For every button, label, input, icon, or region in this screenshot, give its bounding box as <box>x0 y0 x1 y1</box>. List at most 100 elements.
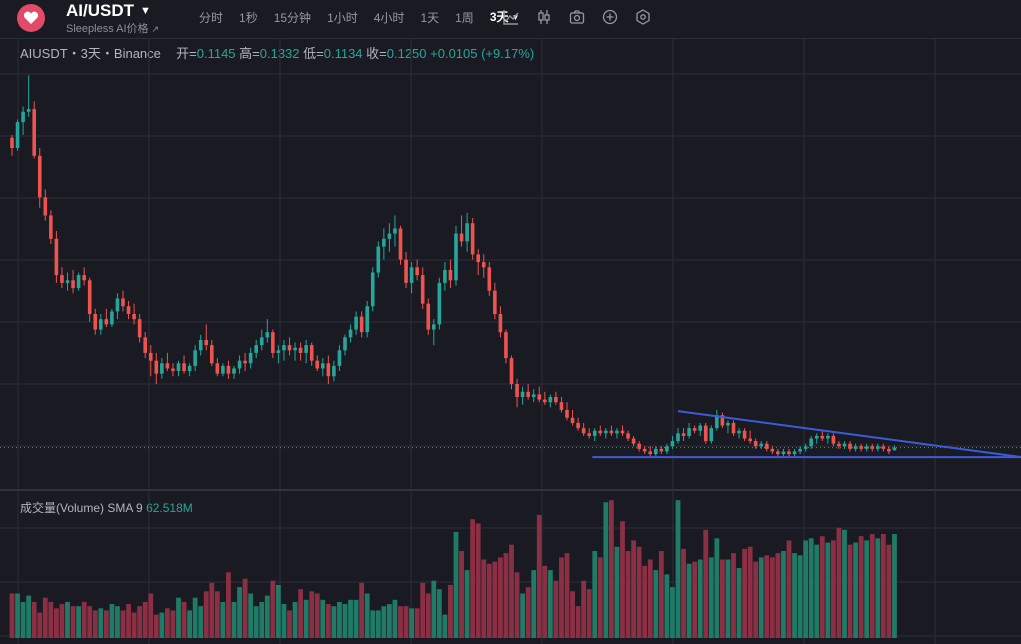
volume-bar <box>237 587 242 638</box>
logo-icon[interactable] <box>17 4 45 32</box>
symbol-subtitle[interactable]: Sleepless AI价格 ↗ <box>66 23 160 35</box>
candle-body <box>165 363 170 369</box>
volume-bar <box>725 559 731 638</box>
indicator-icon[interactable] <box>500 6 522 28</box>
candle-body <box>287 345 292 351</box>
volume-bar <box>470 519 476 638</box>
symbol-selector[interactable]: AI/USDT ▼ Sleepless AI价格 ↗ <box>66 1 159 36</box>
chevron-down-icon: ▼ <box>511 13 520 22</box>
volume-bar <box>581 580 587 638</box>
volume-bar <box>342 604 348 638</box>
volume-bar <box>287 610 292 638</box>
candle-body <box>515 384 519 398</box>
candle-body <box>99 319 103 330</box>
interval-15m[interactable]: 15分钟 <box>273 10 312 25</box>
price-chart[interactable] <box>0 38 1021 644</box>
candle-body <box>398 228 403 260</box>
candle-body <box>248 352 253 364</box>
interval-1d[interactable]: 1天 <box>420 10 440 25</box>
candle-body <box>193 350 197 366</box>
candle-body <box>792 451 797 455</box>
volume-bar <box>564 553 570 638</box>
candle-body <box>104 319 109 325</box>
candle-body <box>437 282 442 325</box>
candle-body <box>54 238 59 276</box>
volume-bar <box>886 544 892 638</box>
volume-bar <box>786 540 792 638</box>
volume-bar <box>425 593 431 638</box>
volume-bar <box>675 500 681 638</box>
volume-bar <box>525 587 531 638</box>
volume-bar <box>398 606 403 638</box>
volume-bar <box>165 608 170 638</box>
volume-bar <box>808 538 814 638</box>
volume-bar <box>436 589 442 638</box>
volume-bar <box>270 580 276 638</box>
candle-body <box>21 111 25 123</box>
legend-pair: AIUSDT・3天・Binance <box>20 46 161 61</box>
interval-1w[interactable]: 1周 <box>455 10 474 25</box>
volume-bar <box>503 553 509 638</box>
volume-bar <box>703 529 709 638</box>
candle-body <box>176 363 181 372</box>
candle-body <box>670 441 675 447</box>
candle-body <box>265 332 270 338</box>
candle-body <box>537 394 542 400</box>
candle-body <box>531 394 536 398</box>
candle-body <box>598 430 603 434</box>
candle-body <box>470 223 475 255</box>
interval-time[interactable]: 分时 <box>199 10 224 25</box>
volume-value: 62.518M <box>146 501 193 515</box>
camera-icon[interactable] <box>566 6 588 28</box>
candle-body <box>87 280 92 315</box>
volume-bar <box>769 557 775 638</box>
candle-body <box>293 347 297 351</box>
symbol-name[interactable]: AI/USDT <box>66 1 134 20</box>
candle-body <box>592 430 597 436</box>
volume-bar <box>259 601 265 638</box>
chevron-down-icon[interactable]: ▼ <box>140 5 151 17</box>
candle-body <box>182 363 186 372</box>
candle-body <box>321 363 325 369</box>
volume-bar <box>442 614 448 638</box>
candle-body <box>337 350 342 366</box>
volume-bar <box>142 601 148 638</box>
volume-bar <box>764 555 770 638</box>
volume-bar <box>670 587 675 638</box>
external-link-icon: ↗ <box>151 24 160 34</box>
candle-body <box>543 399 547 403</box>
interval-1h[interactable]: 1小时 <box>327 10 358 25</box>
settings-icon[interactable] <box>632 6 654 28</box>
volume-bar <box>620 521 625 638</box>
candle-body <box>298 347 303 353</box>
candle-type-icon[interactable] <box>533 6 555 28</box>
candle-body <box>487 267 492 291</box>
volume-bar <box>842 529 847 638</box>
volume-bar <box>864 540 870 638</box>
candle-body <box>365 306 369 333</box>
interval-1s[interactable]: 1秒 <box>239 10 258 25</box>
candle-body <box>864 446 869 449</box>
candle-body <box>154 360 159 374</box>
chart-tools <box>500 6 665 28</box>
volume-bar <box>653 570 659 638</box>
volume-bar <box>664 574 670 638</box>
volume-bar <box>403 606 409 638</box>
volume-bar <box>320 599 326 638</box>
candle-body <box>587 433 591 436</box>
candle-body <box>737 430 741 434</box>
candle-body <box>620 430 625 434</box>
add-icon[interactable] <box>599 6 621 28</box>
candle-body <box>387 233 392 239</box>
interval-4h[interactable]: 4小时 <box>373 10 405 25</box>
candle-body <box>570 417 575 423</box>
volume-bar <box>214 591 220 638</box>
volume-bar <box>31 601 37 638</box>
candle-body <box>126 306 131 315</box>
candle-body <box>692 428 697 431</box>
candle-body <box>121 298 125 307</box>
volume-bar <box>170 610 176 638</box>
candle-body <box>359 316 364 333</box>
volume-bar <box>448 584 453 638</box>
volume-bar <box>686 563 692 638</box>
